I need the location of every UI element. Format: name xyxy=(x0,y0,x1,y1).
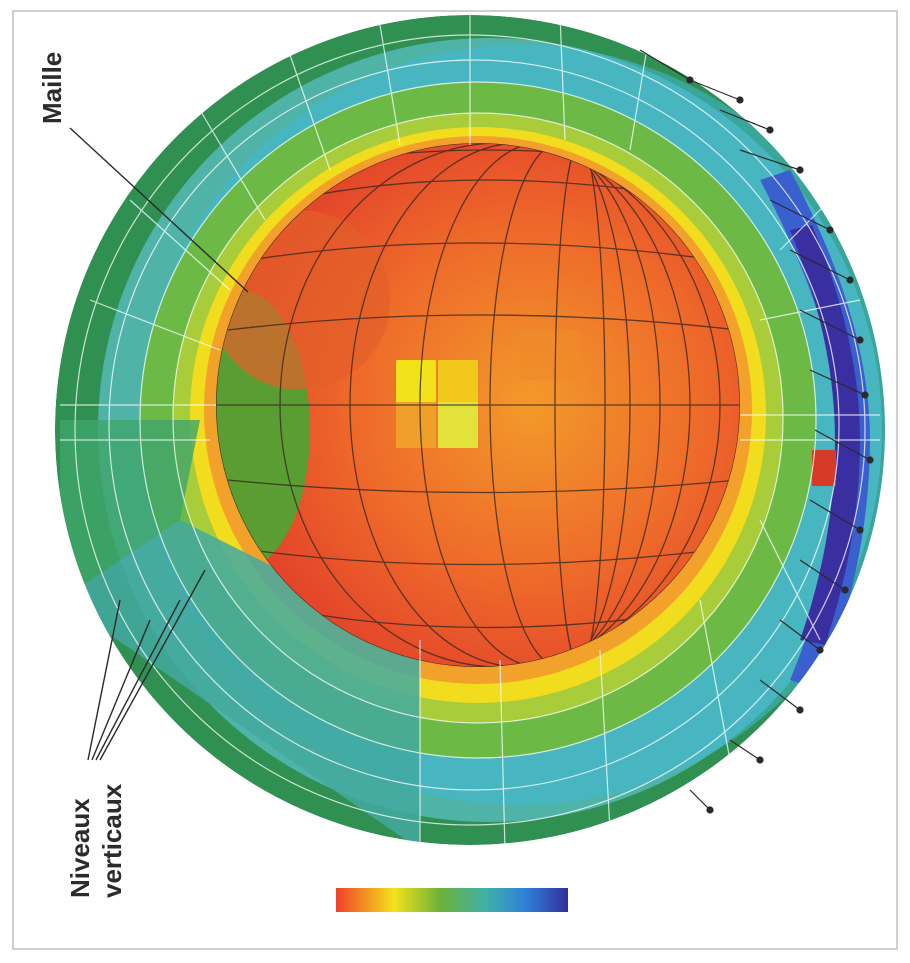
niveaux-pointer-4 xyxy=(99,569,206,761)
wind-vectors xyxy=(639,49,874,814)
figure-border xyxy=(12,10,898,950)
niveaux-pointer-3 xyxy=(95,599,181,761)
vertical-levels-label-line1: Niveaux xyxy=(65,798,95,898)
maille-pointer xyxy=(69,127,249,293)
outer-mesh xyxy=(60,15,880,845)
niveaux-pointer-2 xyxy=(91,619,151,761)
annotation-lines xyxy=(69,127,249,761)
vertical-levels-label-line2: verticaux xyxy=(97,783,127,898)
mesh-label: Maille xyxy=(37,51,67,124)
indigo-band xyxy=(790,225,860,645)
niveaux-pointer-1 xyxy=(87,599,121,761)
color-scale-bar xyxy=(336,888,568,912)
